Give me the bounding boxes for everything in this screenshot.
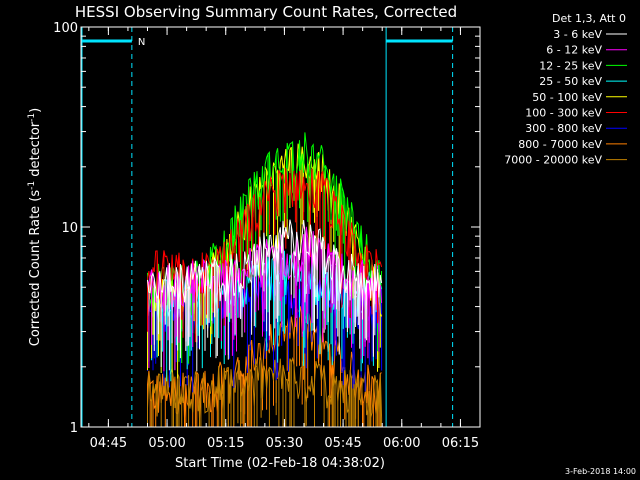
x-tick-label-5: 06:00 <box>383 436 420 451</box>
legend-label-4: 50 - 100 keV <box>532 91 602 104</box>
series-line-8 <box>147 356 383 427</box>
legend-label-1: 6 - 12 keV <box>546 44 602 57</box>
x-tick-label-4: 05:45 <box>324 436 361 451</box>
x-axis-label: Start Time (02-Feb-18 04:38:02) <box>175 456 385 471</box>
y-axis-label-sup2: -1 <box>27 113 37 122</box>
flag-label: N <box>138 37 145 48</box>
x-axis: 04:45 05:00 05:15 05:30 05:45 06:00 06:15 <box>88 27 481 451</box>
footer-timestamp: 3-Feb-2018 14:00 <box>565 467 636 476</box>
legend-label-5: 100 - 300 keV <box>525 107 602 120</box>
legend-label-2: 12 - 25 keV <box>539 59 602 72</box>
y-axis-label-mid: detector <box>28 121 43 181</box>
legend-label-7: 800 - 7000 keV <box>518 138 602 151</box>
y-tick-label-2: 100 <box>53 21 78 36</box>
y-axis: 1 10 100 <box>53 21 480 436</box>
legend-label-0: 3 - 6 keV <box>553 28 602 41</box>
x-tick-label-1: 05:00 <box>148 436 185 451</box>
x-tick-label-2: 05:15 <box>207 436 244 451</box>
x-tick-label-0: 04:45 <box>90 436 127 451</box>
y-tick-label-1: 10 <box>61 221 78 236</box>
y-axis-label-sup1: -1 <box>27 181 37 190</box>
x-tick-label-3: 05:30 <box>266 436 303 451</box>
x-tick-label-6: 06:15 <box>442 436 479 451</box>
y-axis-label: Corrected Count Rate (s-1 detector-1) <box>27 108 43 346</box>
series-line-0 <box>147 219 383 372</box>
y-tick-label-0: 1 <box>70 421 78 436</box>
plot-content <box>147 132 383 427</box>
legend-label-3: 25 - 50 keV <box>539 75 602 88</box>
y-axis-label-end: ) <box>28 108 43 113</box>
legend-label-6: 300 - 800 keV <box>525 122 602 135</box>
y-axis-label-main: Corrected Count Rate (s <box>28 190 43 347</box>
legend-header: Det 1,3, Att 0 <box>552 12 626 25</box>
chart-title: HESSI Observing Summary Count Rates, Cor… <box>75 3 457 21</box>
legend: Det 1,3, Att 0 3 - 6 keV 6 - 12 keV 12 - 2… <box>504 12 627 167</box>
legend-label-8: 7000 - 20000 keV <box>504 154 602 167</box>
